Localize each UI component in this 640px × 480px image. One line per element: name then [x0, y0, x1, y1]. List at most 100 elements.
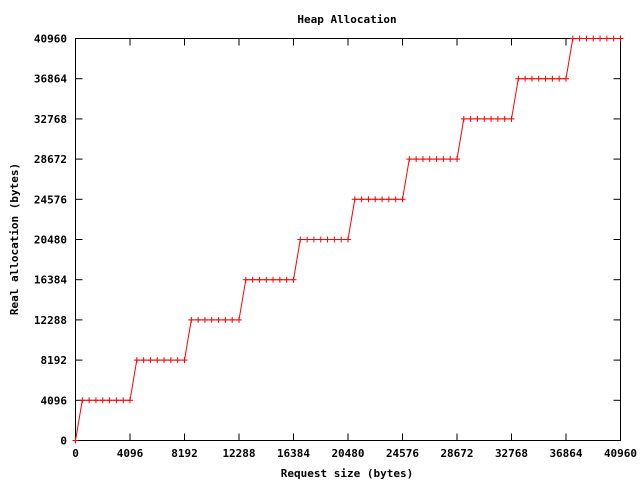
x-tick-label: 24576 — [386, 447, 419, 460]
data-point-marker — [236, 316, 242, 323]
data-point-marker — [406, 156, 413, 163]
data-point-marker — [242, 276, 249, 283]
x-tick-label: 28672 — [440, 447, 473, 460]
y-tick-label: 28672 — [34, 153, 67, 166]
data-point-marker — [385, 196, 392, 203]
data-point-marker — [120, 397, 127, 404]
data-point-marker — [297, 236, 304, 243]
x-tick-label: 16384 — [277, 447, 310, 460]
data-point-marker — [181, 357, 188, 364]
data-point-marker — [188, 316, 195, 323]
data-point-marker — [215, 316, 222, 323]
data-point-marker — [610, 35, 617, 42]
data-point-marker — [72, 437, 79, 444]
y-tick-label: 0 — [60, 435, 67, 448]
data-point-marker — [167, 357, 174, 364]
x-axis: 0 4096 8192 12288 16384 20480 24576 28672 32768 3… — [72, 38, 637, 460]
x-tick-label: 20480 — [331, 447, 364, 460]
data-point-marker — [372, 196, 379, 203]
y-tick-label: 20480 — [34, 234, 67, 247]
data-point-marker — [208, 316, 215, 323]
data-point-marker — [590, 35, 597, 42]
data-point-marker — [161, 357, 168, 364]
x-axis-label: Request size (bytes) — [281, 467, 413, 480]
data-point-marker — [501, 115, 508, 122]
data-point-marker — [563, 75, 569, 82]
data-point-marker — [317, 236, 324, 243]
series-layer — [72, 35, 624, 444]
data-point-marker — [263, 276, 270, 283]
data-point-marker — [542, 75, 549, 82]
x-tick-label: 40960 — [604, 447, 637, 460]
data-point-marker — [331, 236, 338, 243]
x-tick-label: 32768 — [495, 447, 528, 460]
y-tick-label: 40960 — [34, 33, 67, 46]
data-point-marker — [222, 316, 229, 323]
data-point-marker — [440, 156, 447, 163]
data-point-marker — [535, 75, 542, 82]
data-point-marker — [474, 115, 481, 122]
data-point-marker — [86, 397, 93, 404]
data-point-marker — [365, 196, 372, 203]
data-point-marker — [522, 75, 529, 82]
data-point-marker — [583, 35, 590, 42]
data-point-marker — [488, 115, 495, 122]
data-point-marker — [433, 156, 440, 163]
data-point-marker — [290, 276, 297, 283]
x-tick-label: 4096 — [117, 447, 144, 460]
data-point-marker — [92, 397, 99, 404]
chart-title: Heap Allocation — [297, 13, 396, 26]
x-tick-label: 8192 — [171, 447, 198, 460]
y-axis: 0 4096 8192 12288 16384 20480 24576 28672 32768 3… — [34, 33, 621, 448]
data-point-marker — [617, 35, 624, 42]
data-point-marker — [147, 357, 154, 364]
data-point-marker — [195, 316, 202, 323]
y-tick-label: 16384 — [34, 274, 67, 287]
y-tick-label: 24576 — [34, 193, 67, 206]
data-point-marker — [229, 316, 236, 323]
data-point-marker — [283, 276, 290, 283]
data-point-marker — [99, 397, 106, 404]
data-point-marker — [508, 115, 515, 122]
y-tick-label: 4096 — [41, 394, 68, 407]
data-point-marker — [140, 357, 147, 364]
x-tick-label: 0 — [72, 447, 79, 460]
data-point-marker — [569, 35, 576, 42]
data-point-marker — [597, 35, 604, 42]
data-point-marker — [304, 236, 311, 243]
data-point-marker — [351, 196, 358, 203]
data-point-marker — [556, 75, 563, 82]
data-point-marker — [379, 196, 386, 203]
data-point-marker — [515, 75, 522, 82]
data-point-marker — [467, 115, 474, 122]
data-point-marker — [276, 276, 283, 283]
data-point-marker — [454, 156, 460, 163]
data-point-marker — [345, 236, 351, 243]
data-point-marker — [338, 236, 345, 243]
data-point-marker — [106, 397, 113, 404]
x-tick-label: 12288 — [222, 447, 255, 460]
data-point-marker — [399, 196, 406, 203]
y-tick-label: 8192 — [41, 354, 68, 367]
data-point-marker — [127, 397, 133, 404]
data-point-marker — [79, 397, 86, 404]
y-tick-label: 36864 — [34, 73, 67, 86]
data-point-marker — [201, 316, 208, 323]
data-point-marker — [113, 397, 120, 404]
data-point-marker — [256, 276, 263, 283]
data-point-marker — [419, 156, 426, 163]
data-point-marker — [249, 276, 256, 283]
data-point-marker — [426, 156, 433, 163]
data-point-marker — [603, 35, 610, 42]
data-point-marker — [358, 196, 365, 203]
data-point-marker — [174, 357, 181, 364]
data-point-marker — [392, 196, 399, 203]
data-point-marker — [549, 75, 556, 82]
data-point-marker — [460, 115, 467, 122]
data-point-marker — [413, 156, 420, 163]
data-point-marker — [528, 75, 535, 82]
y-axis-label: Real allocation (bytes) — [8, 163, 21, 315]
data-point-marker — [324, 236, 331, 243]
data-point-marker — [494, 115, 501, 122]
